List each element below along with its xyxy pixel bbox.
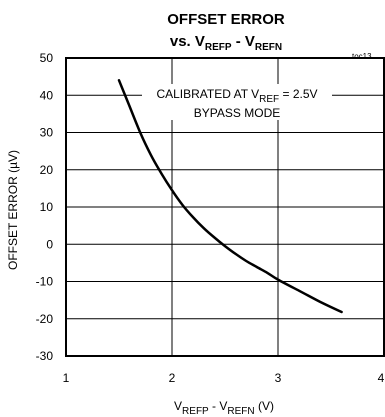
chart-title-vs: vs. V [170, 33, 205, 50]
chart-title-sub2: REFN [255, 42, 282, 53]
x-axis-label-unit: (V) [255, 399, 274, 413]
chart-title-line2: vs. VREFP - VREFN [170, 33, 282, 53]
x-axis-label-sub2: REFN [227, 406, 254, 417]
y-tick-label: 20 [40, 163, 54, 177]
annotation-line1-suffix: = 2.5V [279, 87, 317, 101]
y-axis-label: OFFSET ERROR (µV) [6, 150, 20, 270]
chart-title-line1: OFFSET ERROR [167, 11, 285, 28]
x-axis-label: VREFP - VREFN (V) [174, 399, 274, 417]
y-tick-label: -20 [36, 312, 54, 326]
x-tick-labels: 1 2 3 4 [63, 371, 385, 385]
x-axis-label-sub1: REFP [182, 406, 209, 417]
x-tick-label: 3 [275, 371, 282, 385]
y-tick-label: 50 [40, 51, 54, 65]
chart-title-sub1: REFP [205, 42, 232, 53]
x-tick-label: 1 [63, 371, 70, 385]
y-tick-label: 30 [40, 126, 54, 140]
x-tick-label: 4 [378, 371, 385, 385]
y-tick-label: -30 [36, 349, 54, 363]
y-tick-label: 10 [40, 200, 54, 214]
annotation-line1: CALIBRATED AT VREF = 2.5V [156, 87, 317, 105]
annotation-line1-prefix: CALIBRATED AT V [156, 87, 259, 101]
y-tick-labels: 50 40 30 20 10 0 -10 -20 -30 [36, 51, 54, 363]
x-tick-label: 2 [169, 371, 176, 385]
y-tick-label: 0 [46, 237, 53, 251]
plot-frame [65, 57, 385, 357]
x-axis-label-mid: - V [209, 399, 228, 413]
annotation-line1-sub: REF [259, 94, 279, 105]
annotation-line2: BYPASS MODE [194, 106, 280, 120]
y-tick-label: -10 [36, 275, 54, 289]
series-line [117, 79, 343, 314]
annotation-background [142, 84, 332, 120]
chart-tag: toc13 [352, 52, 372, 61]
y-tick-label: 40 [40, 88, 54, 102]
chart-title-dash: - V [232, 33, 255, 50]
x-axis-label-v1: V [174, 399, 182, 413]
